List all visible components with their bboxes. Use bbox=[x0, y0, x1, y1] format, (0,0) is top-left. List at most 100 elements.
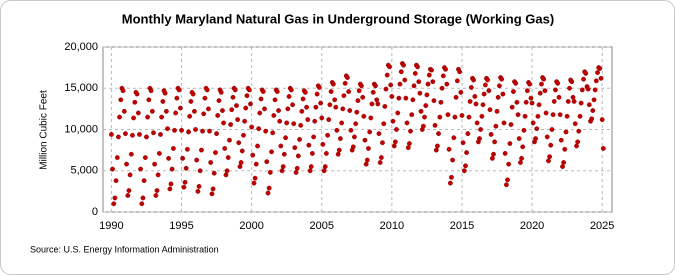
data-point bbox=[479, 113, 485, 119]
data-point bbox=[257, 110, 263, 116]
data-point bbox=[360, 94, 366, 100]
data-point bbox=[436, 131, 441, 137]
data-point bbox=[124, 161, 129, 167]
data-point bbox=[421, 123, 426, 129]
data-point bbox=[361, 113, 367, 119]
data-point bbox=[148, 88, 154, 94]
data-point bbox=[511, 89, 516, 94]
data-point bbox=[277, 118, 283, 124]
data-point bbox=[238, 160, 244, 165]
y-tick-label: 20,000 bbox=[64, 41, 98, 53]
data-point bbox=[406, 141, 412, 146]
data-point bbox=[350, 144, 356, 150]
data-point bbox=[493, 123, 499, 129]
data-point bbox=[575, 139, 581, 145]
data-point bbox=[213, 150, 218, 156]
data-point bbox=[323, 151, 329, 156]
data-point bbox=[235, 117, 241, 123]
data-point bbox=[302, 89, 308, 95]
data-point bbox=[452, 114, 458, 120]
data-point bbox=[339, 120, 345, 126]
data-point bbox=[251, 180, 257, 186]
data-point bbox=[306, 142, 312, 148]
data-point bbox=[416, 79, 422, 85]
data-point bbox=[513, 80, 519, 86]
data-point bbox=[546, 158, 551, 164]
data-point bbox=[409, 112, 415, 118]
data-point bbox=[318, 100, 324, 106]
data-point bbox=[488, 132, 494, 137]
data-point bbox=[353, 121, 359, 127]
data-point bbox=[501, 120, 507, 126]
data-point bbox=[128, 151, 134, 157]
data-point bbox=[412, 71, 418, 76]
data-point bbox=[485, 77, 491, 83]
data-point bbox=[445, 112, 451, 118]
data-point bbox=[451, 135, 457, 141]
data-point bbox=[123, 131, 128, 137]
data-point bbox=[472, 94, 478, 99]
data-point bbox=[216, 98, 222, 104]
data-point bbox=[186, 129, 191, 135]
data-point bbox=[561, 160, 567, 165]
data-point bbox=[417, 90, 423, 96]
data-point bbox=[405, 145, 411, 151]
x-tick-label: 2025 bbox=[590, 220, 614, 232]
data-point bbox=[454, 78, 460, 84]
data-point bbox=[415, 64, 420, 70]
data-point bbox=[516, 136, 522, 141]
data-point bbox=[492, 139, 498, 145]
data-point bbox=[467, 99, 473, 104]
data-point bbox=[571, 99, 577, 104]
data-point bbox=[459, 113, 465, 118]
data-point bbox=[464, 150, 469, 156]
data-point bbox=[276, 108, 281, 113]
data-point bbox=[522, 113, 528, 119]
data-point bbox=[114, 155, 120, 160]
data-point bbox=[418, 108, 424, 114]
data-point bbox=[447, 180, 453, 186]
data-point bbox=[335, 151, 341, 157]
data-point bbox=[144, 134, 149, 140]
data-point bbox=[113, 178, 119, 184]
data-point bbox=[309, 151, 315, 156]
data-point bbox=[477, 136, 482, 141]
data-point bbox=[564, 113, 570, 119]
data-point bbox=[330, 81, 336, 87]
data-point bbox=[364, 157, 370, 163]
data-point bbox=[572, 121, 578, 127]
data-point bbox=[263, 128, 269, 134]
data-point bbox=[560, 164, 565, 170]
data-point bbox=[549, 127, 555, 132]
data-point bbox=[457, 69, 462, 75]
data-point bbox=[581, 76, 586, 82]
data-point bbox=[474, 120, 480, 126]
data-point bbox=[567, 85, 572, 91]
data-point bbox=[547, 154, 553, 160]
data-point bbox=[508, 122, 514, 127]
data-point bbox=[356, 88, 362, 94]
data-point bbox=[347, 108, 353, 113]
data-point bbox=[214, 131, 219, 137]
data-point bbox=[274, 89, 280, 94]
data-point bbox=[458, 89, 464, 95]
data-point bbox=[544, 134, 550, 140]
data-point bbox=[557, 112, 563, 118]
data-point bbox=[239, 148, 245, 154]
data-point bbox=[593, 78, 599, 84]
data-point bbox=[541, 76, 547, 82]
data-point bbox=[384, 72, 390, 78]
data-point bbox=[346, 89, 352, 94]
data-point bbox=[342, 80, 348, 86]
data-point bbox=[466, 114, 472, 120]
data-point bbox=[389, 94, 395, 99]
data-point bbox=[453, 94, 459, 100]
data-point bbox=[223, 172, 229, 178]
data-point bbox=[134, 91, 140, 97]
data-point bbox=[149, 108, 155, 114]
data-point bbox=[308, 164, 314, 170]
data-point bbox=[471, 77, 477, 83]
data-point bbox=[529, 100, 535, 106]
data-point bbox=[117, 114, 122, 120]
data-point bbox=[535, 113, 541, 119]
